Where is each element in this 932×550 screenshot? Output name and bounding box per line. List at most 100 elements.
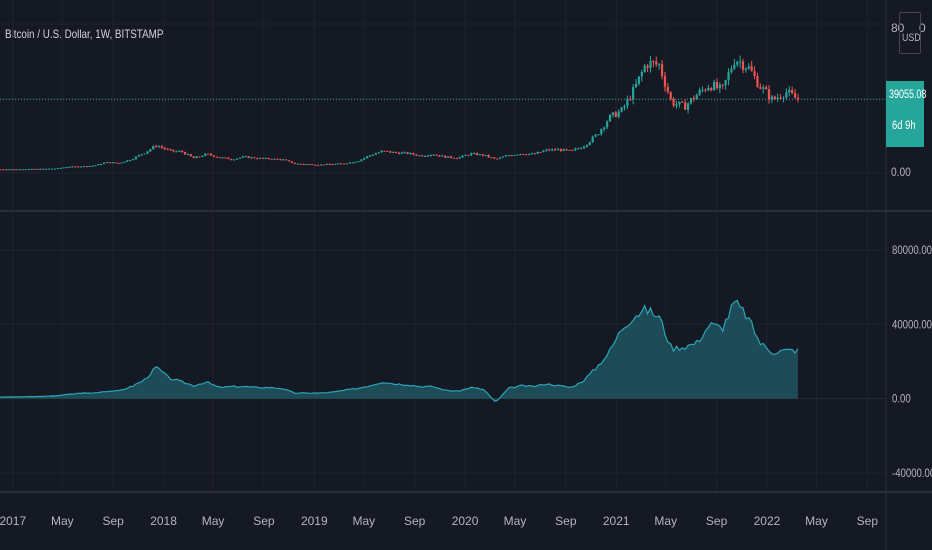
candle-body	[105, 162, 109, 164]
candle-body	[198, 156, 201, 158]
candle-body	[371, 154, 375, 156]
candle-body	[692, 98, 695, 100]
candle-body	[409, 153, 412, 155]
candle-body	[510, 155, 513, 157]
candle-body	[747, 66, 750, 69]
candle-body	[478, 154, 482, 156]
candle-body	[253, 157, 256, 159]
candle-body	[481, 154, 484, 156]
candle-body	[519, 153, 522, 155]
candle-body	[10, 169, 13, 171]
candle-body	[643, 65, 646, 72]
time-axis-label: Sep	[253, 514, 275, 528]
candle-body	[669, 92, 672, 99]
candle-body	[689, 98, 693, 104]
candle-body	[117, 162, 120, 164]
candle-body	[793, 93, 797, 98]
candle-body	[530, 153, 534, 155]
candle-body	[276, 158, 279, 160]
candle-body	[432, 154, 435, 156]
candle-body	[340, 163, 343, 165]
time-axis-label: May	[654, 514, 677, 528]
candle-body	[302, 163, 305, 165]
candle-body	[30, 168, 33, 170]
currency-button[interactable]: USD	[899, 12, 921, 54]
candle-body	[19, 169, 22, 171]
candle-body	[334, 163, 337, 165]
candle-body	[464, 155, 467, 157]
candle-body	[660, 64, 664, 77]
candle-body	[169, 149, 172, 151]
candle-body	[186, 154, 190, 156]
candle-body	[452, 157, 455, 159]
candle-body	[585, 144, 588, 147]
candle-body	[264, 157, 268, 159]
candle-body	[377, 152, 380, 154]
candle-body	[441, 155, 444, 157]
candle-body	[282, 159, 285, 161]
candle-body	[565, 149, 568, 151]
candle-body	[678, 101, 681, 105]
candle-body	[623, 106, 626, 108]
candle-body	[606, 121, 609, 128]
candle-body	[261, 157, 265, 159]
candle-body	[114, 162, 117, 164]
candle-body	[686, 103, 690, 110]
grid	[0, 0, 886, 492]
candle-body	[652, 60, 655, 62]
candle-body	[707, 87, 710, 91]
time-axis-label: Sep	[404, 514, 426, 528]
time-axis-label: May	[202, 514, 225, 528]
candle-body	[76, 166, 80, 168]
candle-body	[209, 153, 213, 156]
candle-body	[128, 160, 132, 162]
candle-body	[392, 151, 395, 153]
candle-body	[597, 134, 600, 136]
candle-body	[513, 154, 516, 156]
oscillator-line	[0, 299, 799, 402]
candle-body	[53, 168, 57, 170]
candle-body	[759, 87, 762, 89]
candle-body	[397, 152, 401, 154]
candle-body	[762, 87, 765, 89]
candle-body	[91, 165, 94, 167]
candle-body	[1, 169, 4, 171]
candle-body	[94, 165, 97, 167]
candle-body	[426, 155, 429, 157]
candle-body	[533, 153, 536, 155]
candle-body	[22, 169, 25, 171]
candle-body	[562, 149, 565, 151]
candle-body	[42, 168, 45, 170]
candle-body	[322, 164, 325, 166]
candle-body	[591, 136, 594, 143]
candle-body	[155, 146, 158, 148]
candle-body	[140, 154, 143, 156]
candle-body	[273, 158, 276, 160]
candle-body	[137, 155, 140, 157]
candle-body	[556, 149, 560, 151]
candle-body	[13, 169, 16, 171]
candle-body	[582, 146, 586, 149]
candle-body	[704, 89, 707, 91]
candle-body	[256, 158, 259, 160]
time-axis-label: Sep	[706, 514, 728, 528]
candle-body	[386, 150, 389, 152]
candle-body	[380, 150, 383, 153]
bar-countdown-label: 6d 9h	[892, 120, 916, 132]
candle-body	[247, 156, 250, 158]
candle-body	[244, 156, 247, 158]
candle-body	[588, 142, 591, 145]
candle-body	[473, 153, 476, 155]
candle-body	[123, 161, 126, 163]
candle-body	[796, 97, 800, 100]
candle-body	[172, 149, 175, 152]
candle-body	[363, 157, 366, 160]
candle-body	[724, 80, 727, 86]
candle-body	[455, 158, 458, 160]
candle-body	[600, 129, 603, 135]
candle-body	[48, 168, 51, 170]
osc-axis-tick: -40000.00	[892, 467, 932, 480]
candle-body	[695, 94, 698, 100]
